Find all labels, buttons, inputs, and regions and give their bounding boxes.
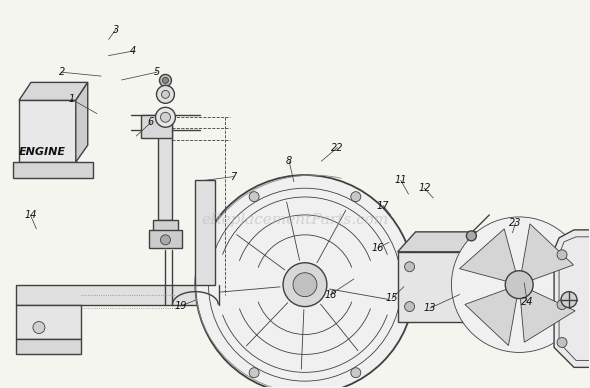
Circle shape	[156, 85, 175, 103]
Text: eReplacementParts.com: eReplacementParts.com	[201, 213, 389, 227]
Circle shape	[505, 271, 533, 299]
Circle shape	[557, 300, 567, 310]
Text: 11: 11	[395, 175, 407, 185]
Circle shape	[466, 231, 476, 241]
Text: 14: 14	[24, 210, 37, 220]
Circle shape	[351, 368, 360, 378]
Text: 8: 8	[286, 156, 292, 166]
Polygon shape	[16, 285, 220, 305]
Circle shape	[584, 235, 590, 385]
Polygon shape	[159, 115, 172, 220]
Polygon shape	[149, 230, 182, 248]
Circle shape	[160, 112, 171, 122]
Circle shape	[557, 338, 567, 347]
Text: 17: 17	[377, 201, 389, 211]
Text: 7: 7	[230, 171, 237, 182]
Polygon shape	[19, 82, 88, 100]
Text: 6: 6	[148, 118, 154, 128]
Polygon shape	[465, 288, 517, 345]
Polygon shape	[19, 100, 76, 162]
Text: 19: 19	[174, 301, 186, 311]
Polygon shape	[521, 224, 573, 282]
Text: 18: 18	[324, 289, 336, 300]
Text: ENGINE: ENGINE	[19, 147, 66, 157]
Polygon shape	[398, 252, 466, 322]
Polygon shape	[16, 305, 81, 340]
Circle shape	[561, 292, 577, 308]
Circle shape	[293, 273, 317, 297]
Circle shape	[249, 192, 259, 202]
Circle shape	[156, 107, 175, 127]
Circle shape	[159, 74, 172, 87]
Text: 4: 4	[130, 46, 136, 56]
Polygon shape	[16, 340, 81, 354]
Circle shape	[249, 368, 259, 378]
Polygon shape	[13, 162, 93, 178]
Text: 1: 1	[68, 94, 75, 104]
Polygon shape	[140, 115, 172, 138]
Polygon shape	[152, 220, 178, 235]
Circle shape	[195, 175, 415, 388]
Circle shape	[160, 235, 171, 245]
Text: 2: 2	[58, 67, 65, 77]
Polygon shape	[76, 82, 88, 162]
Text: 12: 12	[418, 183, 431, 193]
Polygon shape	[460, 229, 517, 282]
Circle shape	[405, 262, 415, 272]
Text: 5: 5	[154, 67, 160, 77]
Circle shape	[162, 90, 169, 98]
Circle shape	[451, 217, 587, 352]
Polygon shape	[520, 289, 575, 342]
Text: 15: 15	[386, 293, 398, 303]
Circle shape	[351, 192, 360, 202]
Text: 3: 3	[113, 25, 119, 35]
Circle shape	[162, 78, 169, 83]
Text: 22: 22	[331, 143, 343, 152]
Circle shape	[405, 301, 415, 312]
Text: 23: 23	[509, 218, 522, 228]
Polygon shape	[554, 230, 590, 367]
Polygon shape	[398, 232, 483, 252]
Circle shape	[33, 322, 45, 334]
Text: 16: 16	[371, 243, 384, 253]
Text: 24: 24	[521, 297, 533, 307]
Polygon shape	[195, 180, 215, 285]
Circle shape	[283, 263, 327, 307]
Polygon shape	[466, 232, 483, 322]
Text: 13: 13	[424, 303, 437, 313]
Circle shape	[557, 250, 567, 260]
